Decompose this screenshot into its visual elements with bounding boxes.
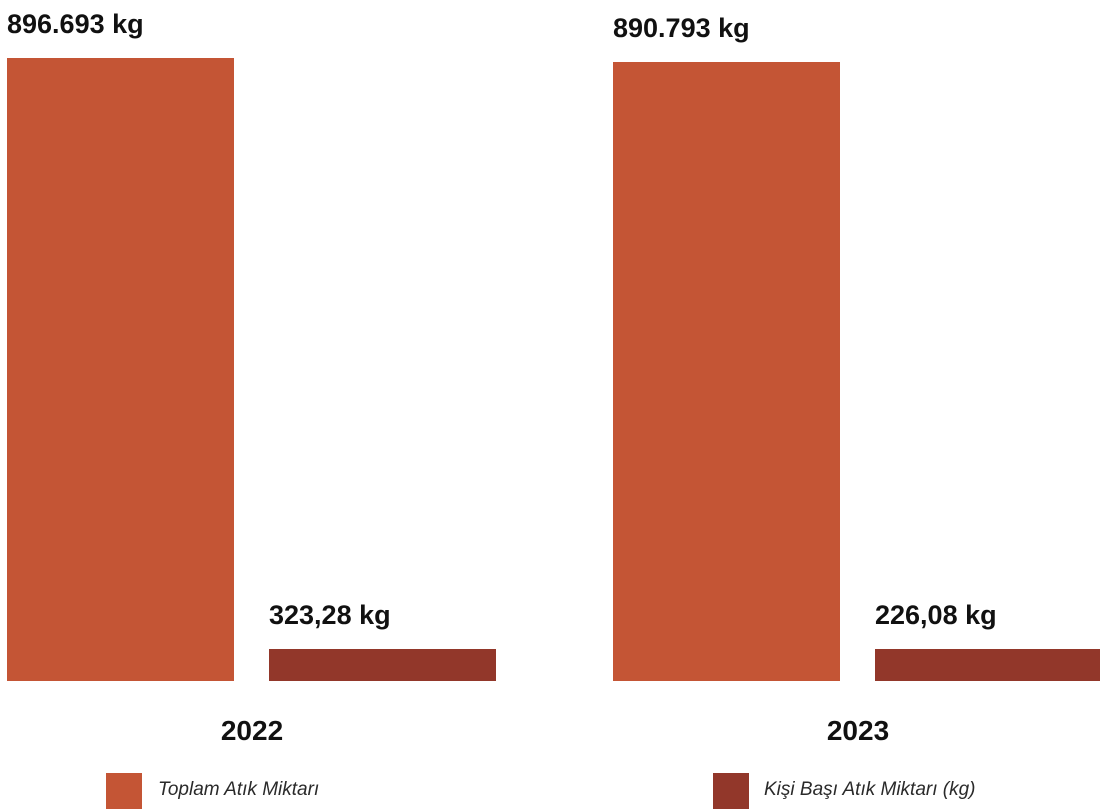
legend-swatch-per-capita (713, 773, 749, 809)
category-label-2023: 2023 (826, 715, 890, 746)
bar-per-capita-2023 (875, 649, 1100, 681)
legend-swatch-total (106, 773, 142, 809)
legend-label-total: Toplam Atık Miktarı (158, 779, 320, 800)
bar-total-2023 (613, 62, 840, 681)
legend-label-per-capita: Kişi Başı Atık Miktarı (kg) (764, 779, 976, 800)
bar-per-capita-2022 (269, 649, 496, 681)
bar-total-2022 (7, 58, 234, 681)
bar-value-label-total-2023: 890.793 kg (613, 13, 750, 43)
bar-value-label-total-2022: 896.693 kg (7, 9, 144, 39)
bar-value-label-per-capita-2022: 323,28 kg (269, 600, 391, 630)
category-label-2022: 2022 (220, 715, 284, 746)
bar-value-label-per-capita-2023: 226,08 kg (875, 600, 997, 630)
